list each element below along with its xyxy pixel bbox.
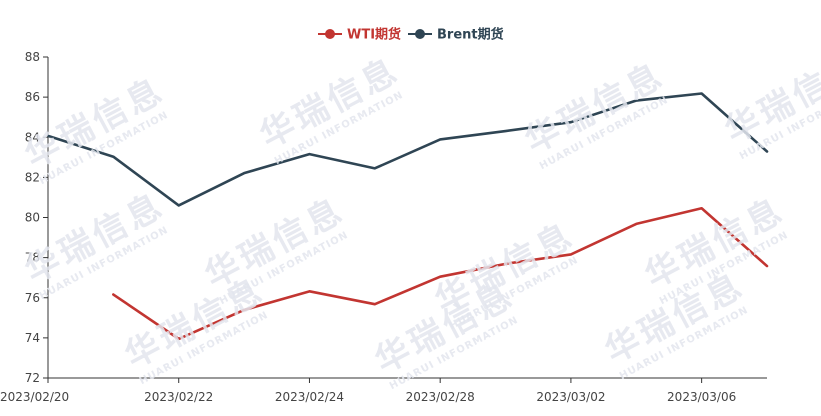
series-line-wti[interactable] [112,206,769,341]
y-tick-label: 72 [25,371,40,385]
y-tick-label: 74 [25,331,40,345]
legend-item-wti[interactable]: WTI期货 [318,27,401,43]
x-tick-label: 2023/03/02 [536,390,605,404]
y-axis: 72 74 76 78 80 82 84 86 88 [25,50,49,385]
y-tick-label: 76 [25,291,40,305]
y-tick-label: 86 [25,90,40,104]
y-tick-label: 82 [25,170,40,184]
x-axis: 2023/02/20 2023/02/22 2023/02/24 2023/02/28… [0,377,767,404]
legend-marker-icon [325,29,335,39]
y-tick-label: 84 [25,130,40,144]
legend[interactable]: WTI期货 Brent期货 [318,27,504,43]
x-tick-label: 2023/02/28 [406,390,475,404]
legend-label: Brent期货 [437,27,504,43]
x-tick-label: 2023/02/20 [0,390,69,404]
series-layer [46,92,769,341]
legend-marker-icon [415,29,425,39]
y-tick-label: 88 [25,50,40,64]
legend-item-brent[interactable]: Brent期货 [408,27,504,43]
y-tick-label: 78 [25,251,40,265]
legend-label: WTI期货 [347,27,401,43]
x-tick-label: 2023/03/06 [667,390,736,404]
x-tick-label: 2023/02/22 [144,390,213,404]
y-tick-label: 80 [25,211,40,225]
x-tick-label: 2023/02/24 [275,390,344,404]
series-line-brent[interactable] [46,92,769,207]
